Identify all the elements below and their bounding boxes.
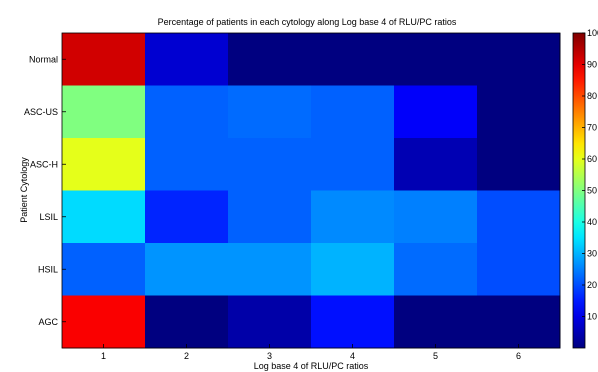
- y-axis-ticks: Normal ASC-US ASC-H LSIL HSIL AGC: [24, 54, 66, 327]
- heatmap-cell: [62, 295, 146, 349]
- colorbar-tick-label: 20: [587, 280, 597, 290]
- heatmap-cell: [228, 295, 312, 349]
- y-tick-label: LSIL: [39, 212, 58, 222]
- heatmap-cell: [228, 85, 312, 139]
- heatmap-cell: [477, 138, 561, 191]
- x-axis-label: Log base 4 of RLU/PC ratios: [254, 361, 369, 371]
- heatmap-cell: [228, 138, 312, 191]
- heatmap-cell: [477, 33, 561, 86]
- heatmap-cell: [145, 138, 229, 191]
- colorbar-tick-label: 30: [587, 249, 597, 259]
- y-tick-label: Normal: [29, 54, 58, 64]
- heatmap-cell: [228, 190, 312, 244]
- colorbar-tick-label: 10: [587, 312, 597, 322]
- heatmap-cell: [311, 295, 395, 349]
- x-tick-label: 6: [516, 351, 521, 361]
- heatmap-cell: [62, 33, 146, 86]
- colorbar-tick-label: 100: [587, 28, 598, 38]
- colorbar-tick-label: 90: [587, 60, 597, 70]
- heatmap-cell: [394, 85, 478, 139]
- colorbar-tick-label: 60: [587, 154, 597, 164]
- heatmap-cell: [394, 138, 478, 191]
- colorbar-ticks: 10 20 30 40 50 60 70 80 90 100: [582, 28, 598, 322]
- colorbar-tick-label: 70: [587, 123, 597, 133]
- heatmap-cell: [145, 85, 229, 139]
- heatmap-cell: [228, 33, 312, 86]
- heatmap-cell: [311, 190, 395, 244]
- heatmap-cells: [62, 33, 561, 349]
- x-tick-label: 4: [350, 351, 355, 361]
- heatmap-cell: [394, 243, 478, 296]
- colorbar-tick-label: 80: [587, 91, 597, 101]
- heatmap-cell: [394, 190, 478, 244]
- y-axis-label: Patient Cytology: [19, 157, 29, 223]
- heatmap-cell: [311, 138, 395, 191]
- heatmap-cell: [394, 33, 478, 86]
- y-tick-label: HSIL: [38, 264, 58, 274]
- heatmap-cell: [477, 190, 561, 244]
- heatmap-cell: [145, 243, 229, 296]
- heatmap-cell: [477, 85, 561, 139]
- colorbar-tick-label: 40: [587, 217, 597, 227]
- heatmap-cell: [145, 33, 229, 86]
- heatmap-cell: [228, 243, 312, 296]
- x-tick-label: 1: [101, 351, 106, 361]
- x-tick-label: 3: [267, 351, 272, 361]
- y-tick-label: ASC-US: [24, 107, 58, 117]
- plot-frame: [61, 32, 561, 349]
- y-tick-label: AGC: [38, 317, 58, 327]
- heatmap-cell: [311, 85, 395, 139]
- colorbar-tick-label: 50: [587, 186, 597, 196]
- x-tick-label: 5: [433, 351, 438, 361]
- x-tick-label: 2: [184, 351, 189, 361]
- heatmap-cell: [394, 295, 478, 349]
- heatmap-cell: [62, 138, 146, 191]
- x-axis-ticks: 1 2 3 4 5 6: [101, 344, 521, 361]
- heatmap-cell: [477, 243, 561, 296]
- chart-title: Percentage of patients in each cytology …: [158, 17, 457, 27]
- heatmap-cell: [145, 295, 229, 349]
- heatmap-cell: [311, 33, 395, 86]
- heatmap-cell: [62, 190, 146, 244]
- y-tick-label: ASC-H: [30, 159, 58, 169]
- heatmap-cell: [145, 190, 229, 244]
- heatmap-cell: [62, 243, 146, 296]
- heatmap-cell: [62, 85, 146, 139]
- heatmap-cell: [311, 243, 395, 296]
- heatmap-cell: [477, 295, 561, 349]
